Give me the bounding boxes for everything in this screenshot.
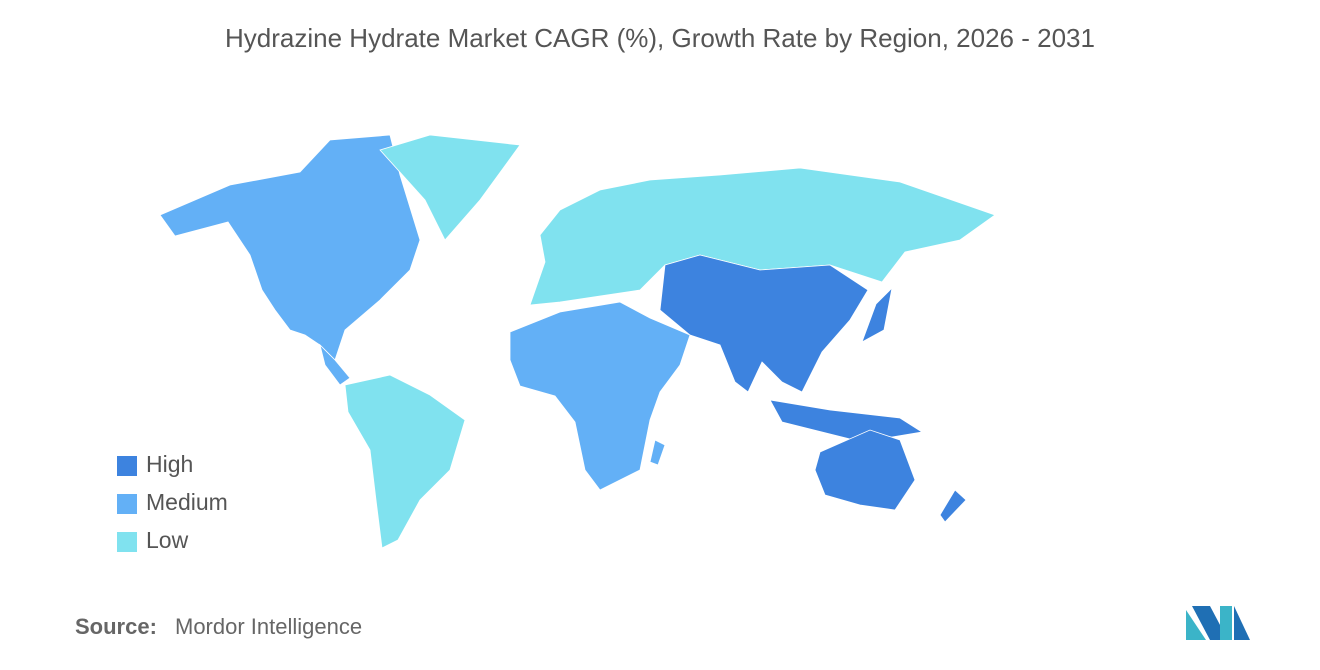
europe-russia xyxy=(529,167,996,306)
logo xyxy=(1186,606,1250,640)
legend-swatch xyxy=(117,494,137,514)
legend-label: Medium xyxy=(146,489,228,515)
source-label: Source: xyxy=(75,614,157,639)
legend-swatch xyxy=(117,456,137,476)
africa-middle-east xyxy=(509,301,691,491)
north-america xyxy=(159,134,421,361)
central-america xyxy=(319,343,351,386)
southeast-asia-islands xyxy=(769,399,924,443)
world-map xyxy=(159,134,996,549)
south-america xyxy=(344,374,466,549)
asia xyxy=(659,254,869,393)
legend-label: High xyxy=(146,451,193,477)
title: Hydrazine Hydrate Market CAGR (%), Growt… xyxy=(225,23,1095,53)
greenland xyxy=(379,134,521,241)
legend-label: Low xyxy=(146,527,189,553)
japan xyxy=(861,286,893,343)
legend-swatch xyxy=(117,532,137,552)
new-zealand xyxy=(939,489,967,523)
australia xyxy=(814,429,916,511)
legend: High Medium Low xyxy=(117,451,228,553)
source-text: Mordor Intelligence xyxy=(175,614,362,639)
madagascar xyxy=(649,439,666,466)
